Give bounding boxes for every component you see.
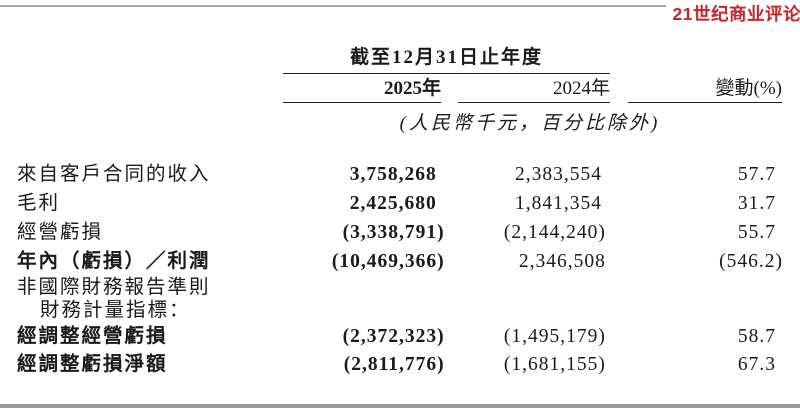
metric-label: 年內（虧損）／利潤	[17, 251, 211, 272]
column-header-2024: 2024年	[458, 77, 610, 103]
metric-label: 經營虧損	[17, 222, 104, 243]
metric-label: 來自客戶合同的收入	[17, 164, 211, 185]
value-2025: 3,758,268	[349, 164, 437, 185]
value-2024: 2,383,554	[515, 164, 602, 185]
value-2025: (2,811,776)	[343, 354, 445, 375]
value-2025: 2,425,680	[349, 193, 437, 214]
value-2025: (3,338,791)	[342, 222, 445, 243]
value-2025: (2,372,323)	[342, 326, 445, 347]
section-label: 財務計量指標：	[40, 300, 191, 321]
value-2024: 2,346,508	[518, 251, 606, 272]
table-row: 經調整虧損淨額 (2,811,776) (1,681,155) 67.3	[17, 350, 785, 379]
table-row: 經營虧損 (3,338,791) (2,144,240) 55.7	[17, 218, 785, 247]
value-2024: (2,144,240)	[503, 222, 606, 243]
table-row: 經調整經營虧損 (2,372,323) (1,495,179) 58.7	[17, 323, 785, 350]
table-row: 來自客戶合同的收入 3,758,268 2,383,554 57.7	[17, 160, 785, 189]
column-header-2025: 2025年	[283, 77, 441, 103]
value-2024: (1,495,179)	[503, 326, 606, 347]
metric-label: 毛利	[17, 193, 61, 214]
metric-label: 經調整虧損淨額	[17, 354, 168, 375]
brand-logo: 21世纪商业评论	[672, 4, 800, 24]
value-change: 58.7	[737, 326, 776, 347]
value-2024: (1,681,155)	[503, 354, 606, 375]
value-change: 31.7	[737, 193, 776, 214]
value-change: 55.7	[737, 222, 776, 243]
top-divider	[0, 5, 666, 7]
section-row: 非國際財務報告準則	[17, 276, 785, 299]
value-change: 67.3	[737, 354, 776, 375]
column-header-change: 變動(%)	[628, 77, 782, 103]
metric-label: 經調整經營虧損	[17, 326, 168, 347]
bottom-divider	[0, 404, 800, 408]
value-change: 57.7	[737, 164, 776, 185]
section-label: 非國際財務報告準則	[17, 277, 211, 298]
value-2024: 1,841,354	[515, 193, 602, 214]
value-2025: (10,469,366)	[331, 251, 445, 272]
results-table: 來自客戶合同的收入 3,758,268 2,383,554 57.7 毛利 2,…	[17, 160, 785, 379]
column-group-header: 截至12月31日止年度	[283, 45, 610, 74]
table-row: 毛利 2,425,680 1,841,354 31.7	[17, 189, 785, 218]
unit-note: (人民幣千元，百分比除外)	[399, 113, 661, 134]
section-row: 財務計量指標：	[17, 299, 785, 323]
value-change: (546.2)	[719, 251, 783, 272]
table-row: 年內（虧損）／利潤 (10,469,366) 2,346,508 (546.2)	[17, 247, 785, 276]
